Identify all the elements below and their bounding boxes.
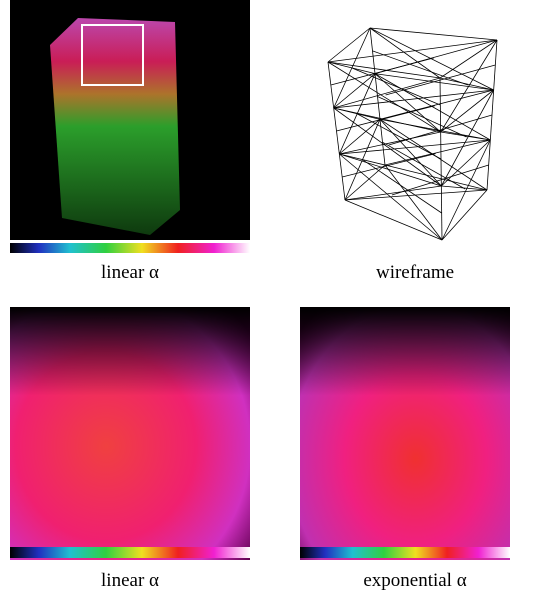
wire-edge [441, 90, 494, 132]
wire-edge [392, 165, 489, 195]
wire-edge [345, 200, 442, 240]
caption: linear α [101, 262, 159, 283]
wire-edge [441, 40, 497, 132]
figure: linear α wireframe linear α exponential … [0, 0, 540, 599]
wire-edge [370, 28, 497, 40]
wire-edge [345, 186, 441, 200]
panel-volume [10, 0, 250, 253]
wire-edge [328, 28, 370, 62]
wire-edge [385, 165, 442, 240]
wire-edge [370, 28, 375, 74]
wire-edge [339, 154, 441, 186]
wire-edge [357, 114, 441, 159]
caption: linear α [101, 570, 159, 591]
panel-zoom-linear [10, 307, 250, 560]
wire-edge [328, 62, 334, 108]
wire-edge [442, 190, 487, 240]
wire-edge [334, 90, 494, 108]
wire-edge [385, 165, 487, 190]
wire-edge [328, 62, 441, 132]
wire-edge [328, 62, 440, 78]
panel-zoom-exponential [300, 307, 510, 560]
panel-wireframe [328, 28, 497, 240]
caption: wireframe [376, 262, 454, 283]
wire-edge [370, 28, 440, 78]
wire-edge [362, 160, 441, 213]
caption: exponential α [363, 570, 466, 591]
wire-edge [334, 108, 380, 119]
wire-edge [441, 140, 490, 186]
